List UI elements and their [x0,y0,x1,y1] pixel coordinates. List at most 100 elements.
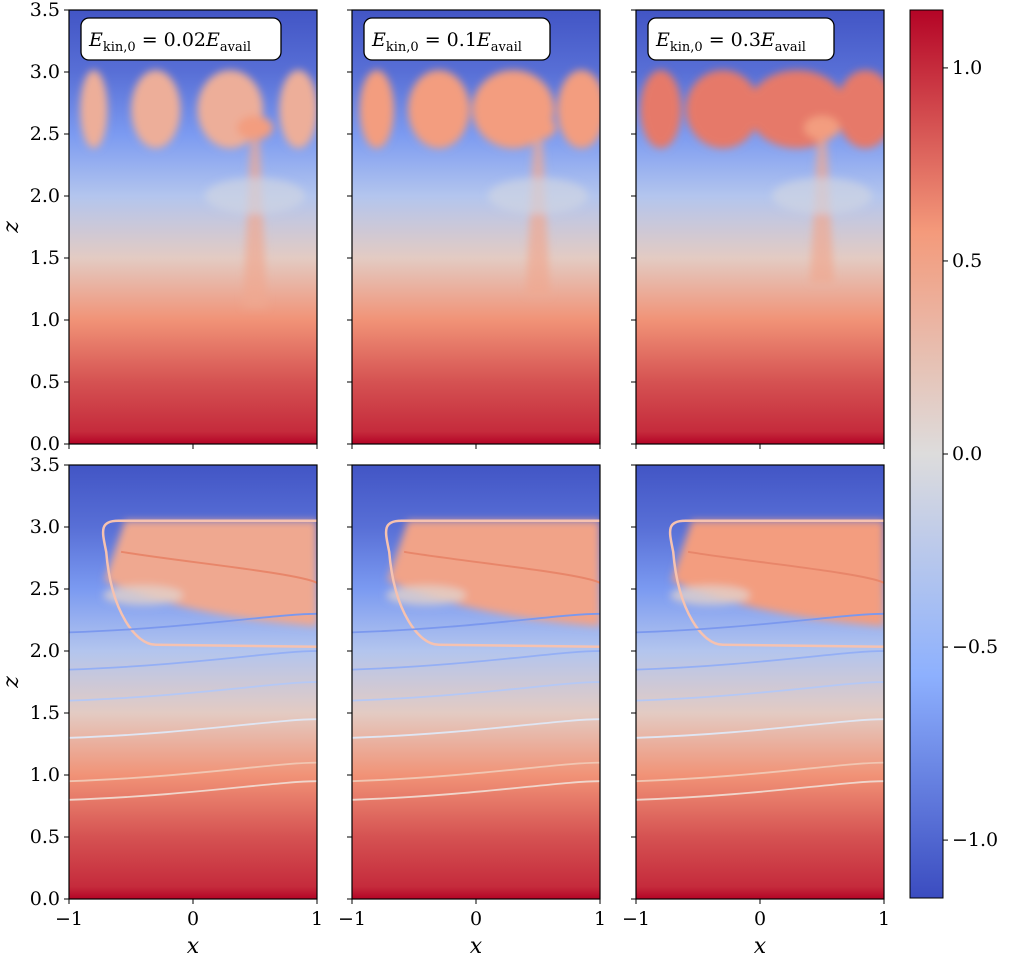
plume-head [520,115,556,140]
xlabel: x [187,934,200,959]
ytick-label: 2.5 [30,578,60,600]
plume-head [237,115,273,140]
contour-lines [352,519,600,801]
panel-title-text: Ekin,0 = 0.02Eavail [88,29,251,55]
contour-line [636,681,884,702]
panel-title-text: Ekin,0 = 0.1Eavail [371,29,522,55]
panel-field [69,465,317,899]
colorbar-tick-label: 1.0 [952,57,982,79]
layer-features [103,520,317,627]
contour-line [636,780,884,801]
xtick-label: 0 [470,908,482,930]
intrusion [386,585,467,606]
intrusion [103,585,184,606]
colorbar-tick-label: −0.5 [952,636,998,658]
colorbar: −1.0 −0.5 0.0 0.5 1.0 [909,9,998,899]
ytick-label: 2.0 [30,185,60,207]
warm-tongue [387,520,600,627]
title-box [647,17,835,61]
panel-field [636,10,884,444]
plume-column [243,121,267,308]
mixing-region [488,178,588,214]
xlabel: x [470,934,483,959]
warm-blob [557,70,600,149]
mixing-region [772,178,872,214]
contour-line [352,761,600,783]
ylabel: z [0,676,24,689]
ytick-label: 1.0 [30,764,60,786]
contour-lines [69,519,317,801]
contour-line [69,681,317,702]
contour-line [69,718,317,739]
colorbar-tick-label: 0.5 [952,250,982,272]
layer-features [386,520,600,627]
contour-line [352,650,600,671]
contour-line [636,718,884,739]
colorbar-tick-label: 0.0 [952,443,982,465]
ytick-label: 2.5 [30,123,60,145]
panel-r2-c3: −1 0 1 [622,464,890,930]
ytick-label: 2.0 [30,640,60,662]
xtick-label: 0 [754,908,766,930]
ytick-label: 3.0 [30,61,60,83]
plume-features [80,70,317,308]
contour-line [352,681,600,702]
panel-field [352,10,600,444]
axis-labels: z z x x x [0,221,767,959]
colorbar-tick-label: −1.0 [952,829,998,851]
plume-head [804,115,840,140]
panel-field [636,465,884,899]
warm-blob [408,70,470,149]
mixing-region [205,178,305,214]
xtick-label: 0 [187,908,199,930]
title-box [80,17,282,61]
xtick-label: 1 [594,908,606,930]
panel-grid: 0.0 0.5 1.0 1.5 2.0 2.5 3.0 3.5 Ekin,0 = 0.02Eav… [30,0,890,930]
ytick-label: 0.0 [30,433,60,455]
ylabel: z [0,221,24,234]
warm-blob [359,70,394,149]
ytick-label: 3.0 [30,516,60,538]
panel-r1-c3: Ekin,0 = 0.3Eavail [631,9,885,449]
ytick-label: 0.5 [30,826,60,848]
contour-line [352,612,600,634]
panel-r1-c1: 0.0 0.5 1.0 1.5 2.0 2.5 3.0 3.5 Ekin,0 = 0.02Eav… [30,0,318,455]
ytick-label: 1.0 [30,309,60,331]
contour-line [352,780,600,801]
panel-r1-c2: Ekin,0 = 0.1Eavail [347,9,601,449]
contour-line [69,612,317,634]
warm-blob [131,70,181,149]
layer-features [670,520,884,627]
contour-outer [101,519,317,649]
ytick-label: 0.0 [30,888,60,910]
contour-inner [120,550,317,584]
panel-field [352,465,600,899]
title-box [363,17,551,61]
plume-features [359,70,600,296]
panel-field [69,10,317,444]
ytick-label: 0.5 [30,371,60,393]
contour-inner [687,550,884,584]
warm-tongue [671,520,884,627]
xtick-label: −1 [55,908,83,930]
warm-blob [640,70,682,149]
ytick-label: 3.5 [30,0,60,21]
background-field [636,10,884,444]
contour-line [352,718,600,739]
contour-inner [403,550,600,584]
xlabel: x [754,934,767,959]
background-field [69,10,317,444]
contour-line [636,612,884,634]
warm-tongue [104,520,317,627]
xtick-label: 1 [311,908,323,930]
panel-title: Ekin,0 = 0.3Eavail [647,17,835,61]
intrusion [670,585,751,606]
panel-title: Ekin,0 = 0.02Eavail [80,17,282,61]
warm-blob [836,70,884,149]
panel-title: Ekin,0 = 0.1Eavail [363,17,551,61]
ytick-label: 1.5 [30,247,60,269]
contour-outer [668,519,884,649]
plume-features [640,70,884,283]
panel-r2-c1: 0.0 0.5 1.0 1.5 2.0 2.5 3.0 3.5 −1 0 1 [30,454,323,930]
